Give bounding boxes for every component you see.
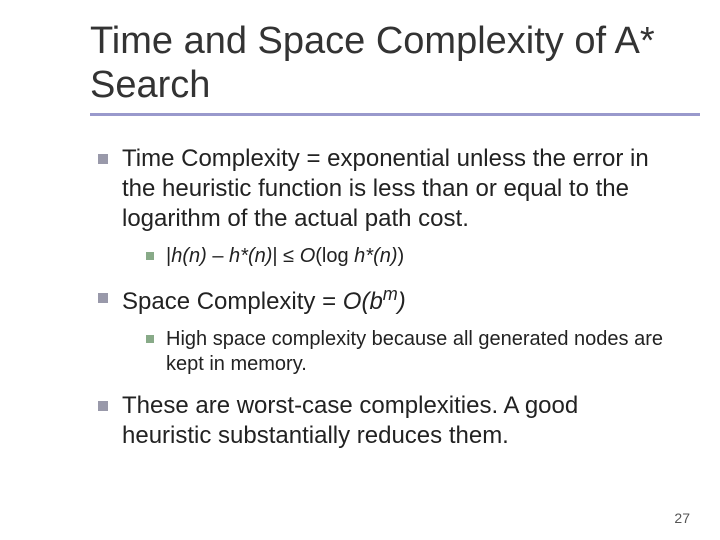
- bullet-time-complexity: Time Complexity = exponential unless the…: [98, 144, 670, 234]
- bullet-space-complexity: Space Complexity = O(bm): [98, 283, 670, 317]
- title-rule: [90, 113, 700, 116]
- square-bullet-icon: [98, 154, 108, 164]
- text-part: Space Complexity =: [122, 288, 343, 315]
- square-bullet-icon: [146, 335, 154, 343]
- formula-text: |h(n) – h*(n)| ≤ O(log h*(n)): [166, 244, 404, 269]
- formula-h: h(n): [171, 245, 207, 267]
- formula-part: | ≤: [272, 245, 299, 267]
- bullet-text: These are worst-case complexities. A goo…: [122, 391, 670, 451]
- square-bullet-icon: [98, 401, 108, 411]
- slide-title: Time and Space Complexity of A* Search: [50, 20, 670, 107]
- slide: Time and Space Complexity of A* Search T…: [0, 0, 720, 540]
- page-number: 27: [674, 510, 690, 526]
- square-bullet-icon: [98, 293, 108, 303]
- formula-O: O: [300, 245, 316, 267]
- content-area: Time Complexity = exponential unless the…: [50, 144, 670, 451]
- bullet-text: Space Complexity = O(bm): [122, 283, 406, 317]
- formula-Ob: O(b: [343, 288, 383, 315]
- formula-hstar: h*(n): [354, 245, 397, 267]
- formula-part: ): [398, 245, 405, 267]
- square-bullet-icon: [146, 252, 154, 260]
- formula-hstar: h*(n): [229, 245, 272, 267]
- formula-exponent-m: m: [383, 284, 398, 304]
- formula-part: –: [207, 245, 229, 267]
- subbullet-heuristic-bound: |h(n) – h*(n)| ≤ O(log h*(n)): [146, 244, 670, 269]
- bullet-worst-case: These are worst-case complexities. A goo…: [98, 391, 670, 451]
- formula-close: ): [398, 288, 406, 315]
- formula-part: (log: [315, 245, 354, 267]
- bullet-text: High space complexity because all genera…: [166, 327, 670, 377]
- bullet-text: Time Complexity = exponential unless the…: [122, 144, 670, 234]
- subbullet-space-reason: High space complexity because all genera…: [146, 327, 670, 377]
